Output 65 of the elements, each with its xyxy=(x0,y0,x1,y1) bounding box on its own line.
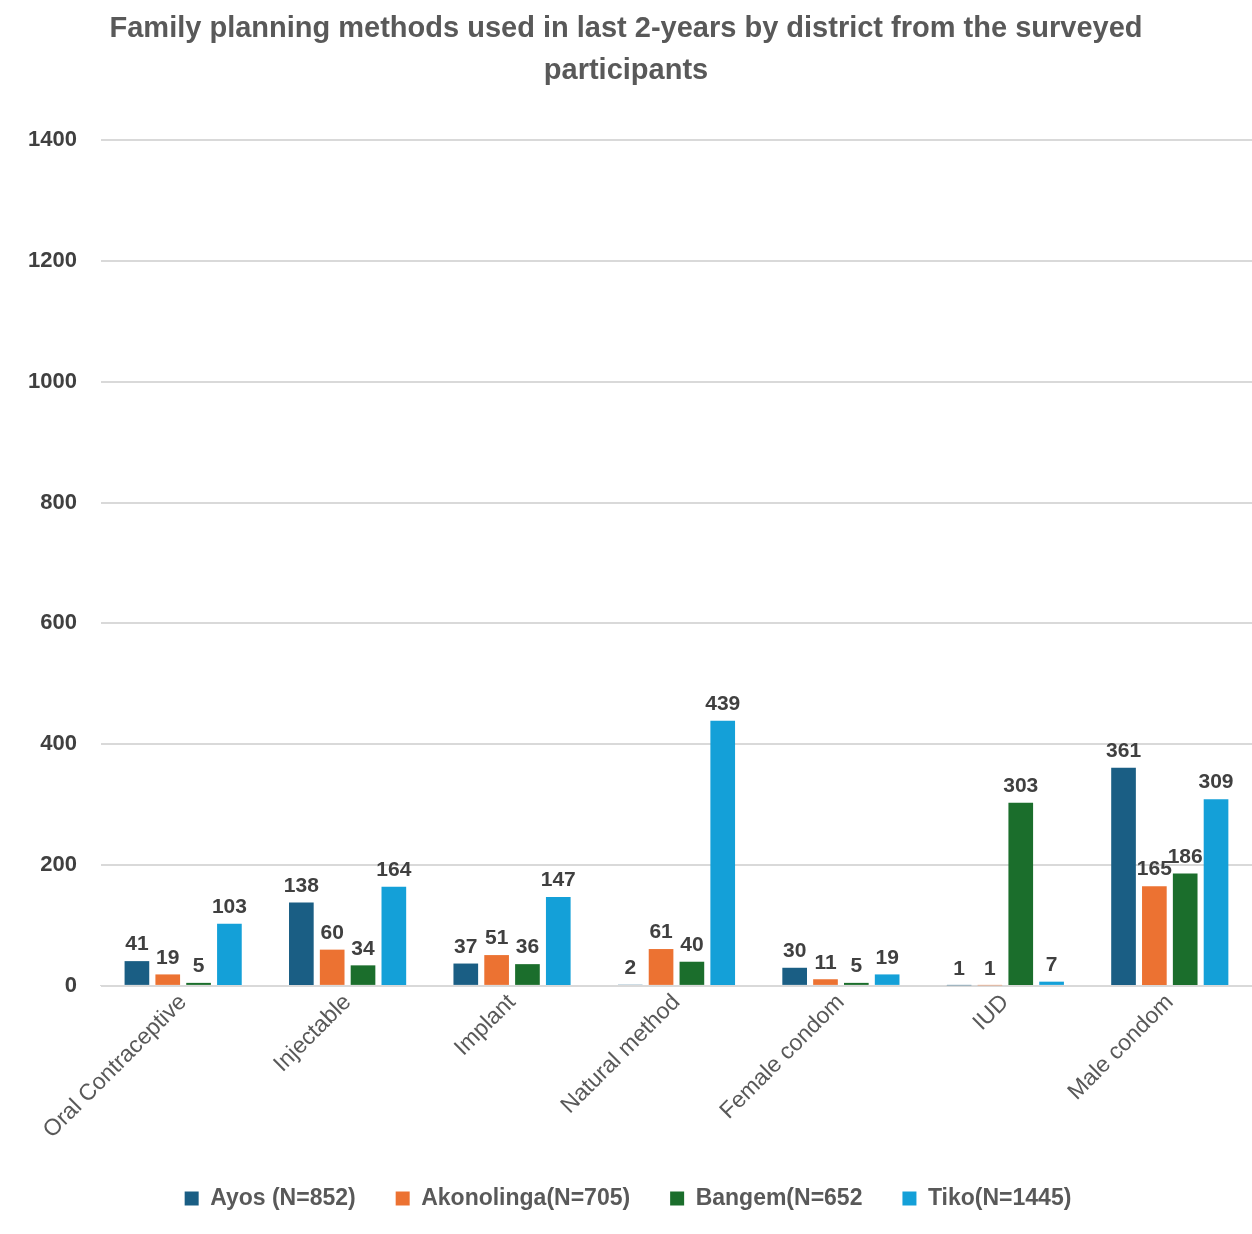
bar xyxy=(710,720,736,985)
data-label: 361 xyxy=(1106,738,1142,762)
bar xyxy=(186,982,211,985)
data-label: 5 xyxy=(850,953,863,977)
data-label: 303 xyxy=(1003,773,1039,797)
data-label: 30 xyxy=(782,938,807,962)
y-tick-label: 1000 xyxy=(27,367,77,393)
y-tick-label: 800 xyxy=(40,488,77,514)
bar xyxy=(679,961,705,985)
bar xyxy=(843,982,869,985)
bar xyxy=(350,965,376,985)
data-label: 34 xyxy=(351,935,376,959)
data-label: 5 xyxy=(192,953,205,977)
bar xyxy=(319,949,345,985)
data-label: 103 xyxy=(211,893,247,917)
data-label: 40 xyxy=(680,932,704,956)
x-tick-label: IUD xyxy=(966,988,1014,1035)
bar xyxy=(381,886,407,985)
data-label: 11 xyxy=(814,949,837,973)
y-tick-label: 200 xyxy=(40,851,77,877)
legend-label: Ayos (N=852) xyxy=(210,1183,356,1210)
data-label: 1 xyxy=(953,955,966,979)
bar xyxy=(484,955,509,985)
legend-label: Tiko(N=1445) xyxy=(927,1183,1072,1210)
bar xyxy=(1172,873,1198,985)
data-label: 147 xyxy=(540,867,576,891)
data-label: 138 xyxy=(283,872,320,896)
data-label: 164 xyxy=(376,857,412,881)
legend-label: Bangem(N=652 xyxy=(695,1183,863,1210)
bar xyxy=(1111,767,1136,985)
data-label: 19 xyxy=(875,944,899,968)
bar xyxy=(813,979,838,985)
data-label: 41 xyxy=(125,931,149,955)
bar xyxy=(1142,886,1167,985)
bar xyxy=(1008,802,1034,985)
data-label: 60 xyxy=(320,919,344,943)
bar xyxy=(453,963,479,985)
bar xyxy=(782,967,807,985)
data-label: 61 xyxy=(649,919,674,943)
bar xyxy=(545,897,571,985)
bar xyxy=(874,974,900,985)
data-label: 36 xyxy=(515,934,540,958)
data-label: 19 xyxy=(156,944,180,968)
bar xyxy=(217,923,242,985)
y-tick-label: 1400 xyxy=(27,126,77,152)
bar xyxy=(515,964,540,985)
bar xyxy=(1039,981,1064,985)
bar xyxy=(1203,799,1229,985)
y-tick-label: 600 xyxy=(40,609,77,635)
data-label: 37 xyxy=(454,933,478,957)
bar xyxy=(648,949,674,985)
y-tick-label: 400 xyxy=(40,730,77,756)
bar xyxy=(155,974,181,985)
bar xyxy=(289,902,314,985)
data-label: 1 xyxy=(984,955,997,979)
data-label: 51 xyxy=(484,925,509,949)
legend-label: Akonolinga(N=705) xyxy=(421,1183,631,1210)
y-tick-label: 0 xyxy=(64,971,77,997)
data-label: 2 xyxy=(624,954,637,978)
chart-title: Family planning methods used in last 2-years by district from the surveyed participants xyxy=(108,10,1144,87)
data-label: 439 xyxy=(705,690,741,714)
y-tick-label: 1200 xyxy=(27,246,77,272)
bar xyxy=(124,961,150,985)
data-label: 309 xyxy=(1198,769,1234,793)
data-label: 7 xyxy=(1045,951,1058,975)
